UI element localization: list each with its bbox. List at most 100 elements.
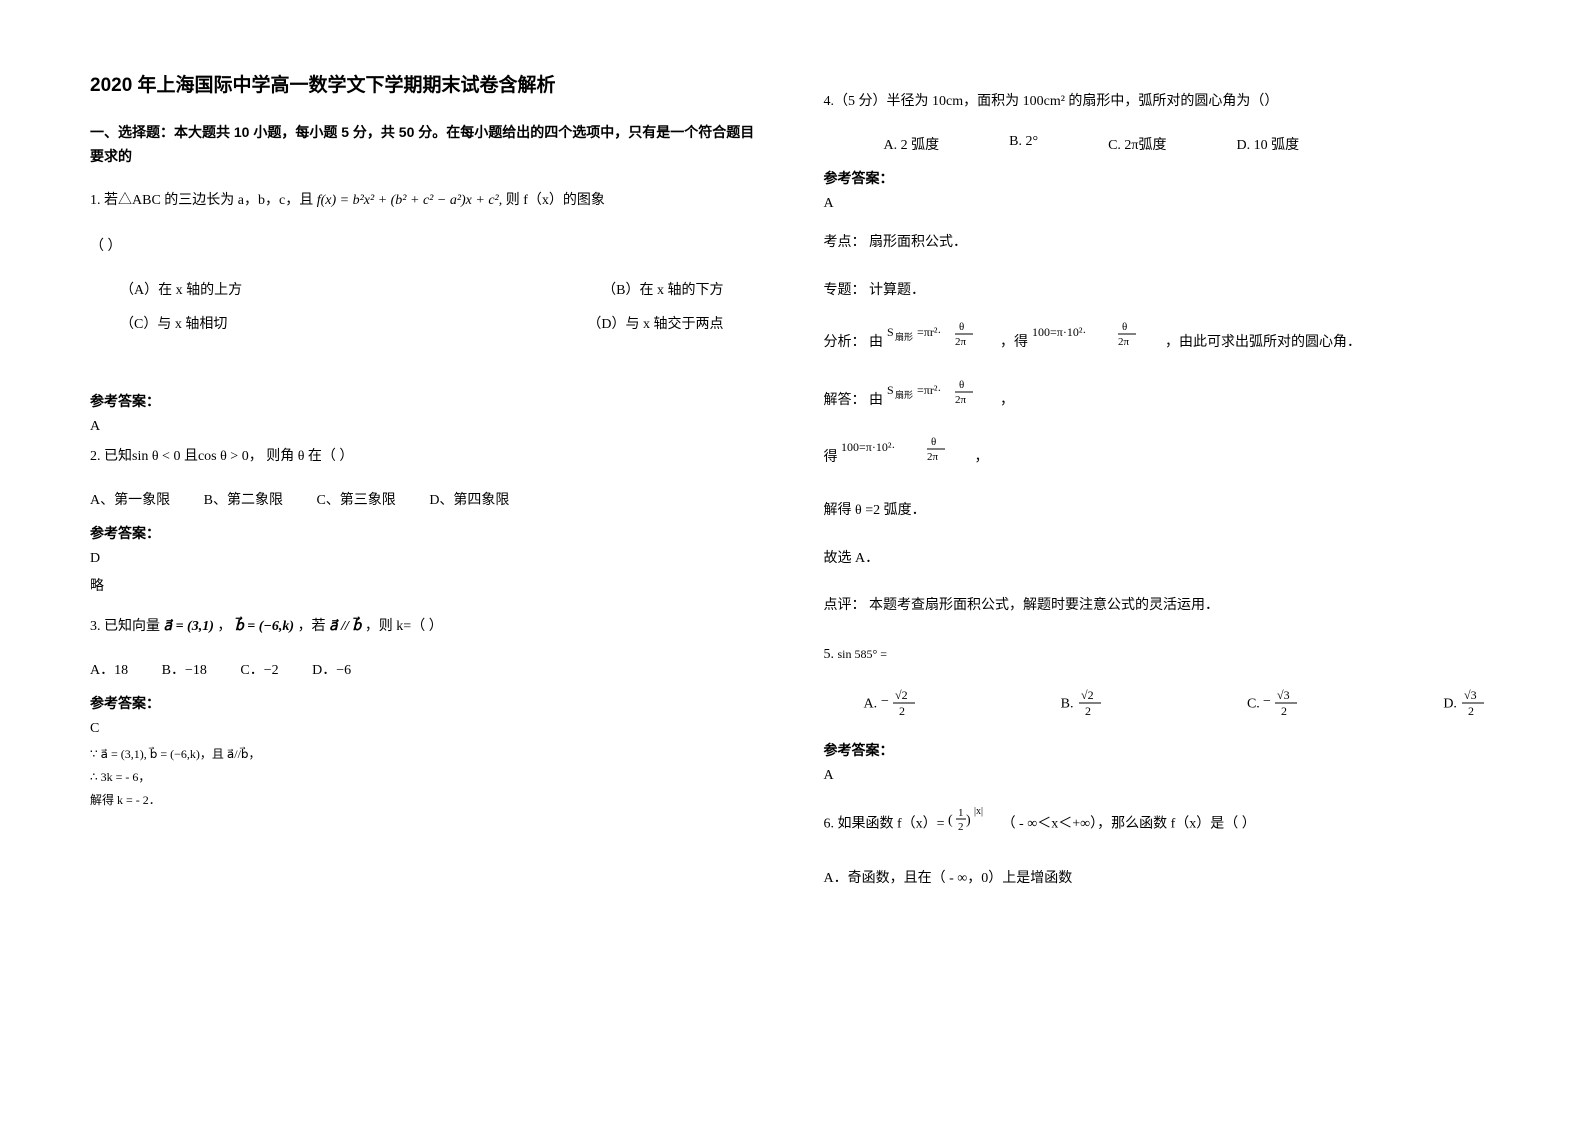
q4-answer: A [824,196,1498,212]
q2-answer-label: 参考答案： [90,523,764,543]
svg-text:−: − [881,694,889,709]
q5-answer-label: 参考答案： [824,740,1498,760]
q5-prefix: 5. [824,647,835,662]
q3-answer: C [90,721,764,737]
q3-optC: C．−2 [240,663,278,678]
fenxi-label: 分析： [824,335,866,350]
q1-answer-label: 参考答案： [90,391,764,411]
q3-work2: ∴ 3k = - 6， [90,768,764,785]
q2-answer: D [90,551,764,567]
fenxi-2: ，得 [1000,335,1028,350]
q5-expr: sin 585° = [838,647,888,661]
dianping-label: 点评： [824,598,866,613]
q3-options: A．18 B．−18 C．−2 D．−6 [90,659,764,679]
q5-optD-label: D. [1443,696,1457,711]
q2-optA: A、第一象限 [90,493,170,508]
q4-solve: 解得 θ =2 弧度． [824,494,1498,528]
eq100-formula-2: 100=π·10²·θ2π [841,436,971,480]
neg-sqrt3-2-icon: −√3 2 [1263,687,1303,722]
question-5: 5. sin 585° = [824,641,1498,669]
question-4: 4.（5 分）半径为 10cm，面积为 100cm² 的扇形中，弧所对的圆心角为… [824,88,1498,116]
q4-jieda-row2: 得 100=π·10²·θ2π ， [824,436,1498,480]
q1-blank: （ ） [90,233,764,261]
question-3: 3. 已知向量 a⃗ = (3,1) ， b⃗ = (−6,k) ，若 a⃗ /… [90,613,764,641]
svg-text:√2: √2 [1081,688,1094,702]
jieda-2: ， [1000,393,1014,408]
q4-kaodian: 考点： 扇形面积公式． [824,226,1498,260]
q1-optD: （D）与 x 轴交于两点 [587,313,723,333]
jieda-label: 解答： [824,393,866,408]
q1-suffix: 则 f（x）的图象 [506,193,605,208]
q2-optC: C、第三象限 [316,493,395,508]
q3-vecb: b⃗ = (−6,k) [235,619,294,634]
q3-answer-label: 参考答案： [90,693,764,713]
q3-optB: B．−18 [162,663,207,678]
svg-text:=πr²·: =πr²· [917,383,941,397]
q3-mid: ，若 [298,619,326,634]
svg-text:2: 2 [1281,704,1287,717]
svg-text:2: 2 [958,821,964,833]
q1-optA: （A）在 x 轴的上方 [120,279,242,299]
svg-text:扇形: 扇形 [895,331,913,342]
q5-optC: C. −√3 2 [1247,687,1303,722]
q1-formula: f(x) = b²x² + (b² + c² − a²)x + c², [317,193,503,208]
q4-optB: B. 2° [1009,134,1038,154]
svg-text:θ: θ [959,321,964,333]
page-title: 2020 年上海国际中学高一数学文下学期期末试卷含解析 [90,70,764,97]
svg-text:S: S [887,325,894,339]
q4-guxuan: 故选 A． [824,542,1498,576]
q2-options: A、第一象限 B、第二象限 C、第三象限 D、第四象限 [90,489,764,509]
half-power-icon: (12)|x| [948,802,998,847]
question-1: 1. 若△ABC 的三边长为 a，b，c，且 f(x) = b²x² + (b²… [90,187,764,215]
svg-text:√3: √3 [1277,688,1290,702]
q2-optD: D、第四象限 [429,493,509,508]
svg-text:√2: √2 [895,688,908,702]
svg-text:2π: 2π [927,451,939,463]
q3-suffix: ，则 k=（ ） [365,619,443,634]
q4-jieda-row1: 解答： 由 S扇形=πr²·θ2π ， [824,379,1498,423]
svg-text:1: 1 [958,807,964,819]
q4-optC: C. 2π弧度 [1108,134,1166,154]
jieda-1: 由 [869,393,883,408]
svg-text:2π: 2π [1118,336,1130,348]
sector-formula-2: S扇形=πr²·θ2π [887,379,997,423]
sector-formula-1: S扇形=πr²·θ2π [887,321,997,365]
q1-answer: A [90,419,764,435]
jieda-3: 得 [824,450,838,465]
q3-optD: D．−6 [312,663,351,678]
fenxi-1: 由 [869,335,883,350]
svg-text:2: 2 [1468,704,1474,717]
q3-cond: a⃗ // b⃗ [329,619,361,634]
jieda-4: ， [975,450,989,465]
q3-veca: a⃗ = (3,1) [164,619,214,634]
q5-optA-label: A. [864,696,878,711]
kaodian-label: 考点： [824,235,866,250]
dianping-text: 本题考查扇形面积公式，解题时要注意公式的灵活运用． [869,598,1219,613]
q3-work1: ∵ a⃗ = (3,1), b⃗ = (−6,k)，且 a⃗//b⃗， [90,745,764,762]
q1-options-row2: （C）与 x 轴相切 （D）与 x 轴交于两点 [90,313,764,333]
q4-answer-label: 参考答案： [824,168,1498,188]
q2-optB: B、第二象限 [204,493,283,508]
q2-note: 略 [90,575,764,595]
pos-sqrt3-2-icon: √32 [1460,687,1490,722]
q3-work3: 解得 k = - 2． [90,791,764,808]
svg-text:|x|: |x| [974,806,983,817]
q6-prefix: 6. 如果函数 f（x）= [824,816,945,831]
svg-text:2π: 2π [955,394,967,406]
q4-zhuanti: 专题： 计算题． [824,274,1498,308]
svg-text:(: ( [948,813,953,828]
svg-text:2π: 2π [955,336,967,348]
svg-text:S: S [887,383,894,397]
fenxi-3: ，由此可求出弧所对的圆心角． [1165,335,1361,350]
svg-text:−: − [1263,694,1271,709]
q5-optC-label: C. [1247,696,1260,711]
neg-sqrt2-2-icon: −√22 [881,687,921,722]
svg-text:100=π·10²·: 100=π·10²· [1032,325,1086,339]
svg-text:θ: θ [959,379,964,391]
q3-sep1: ， [217,619,231,634]
q3-optA: A．18 [90,663,128,678]
svg-text:2: 2 [1085,704,1091,717]
zhuanti-text: 计算题． [869,283,925,298]
q1-prefix: 1. 若△ABC 的三边长为 a，b，c，且 [90,193,313,208]
svg-text:θ: θ [931,436,936,448]
